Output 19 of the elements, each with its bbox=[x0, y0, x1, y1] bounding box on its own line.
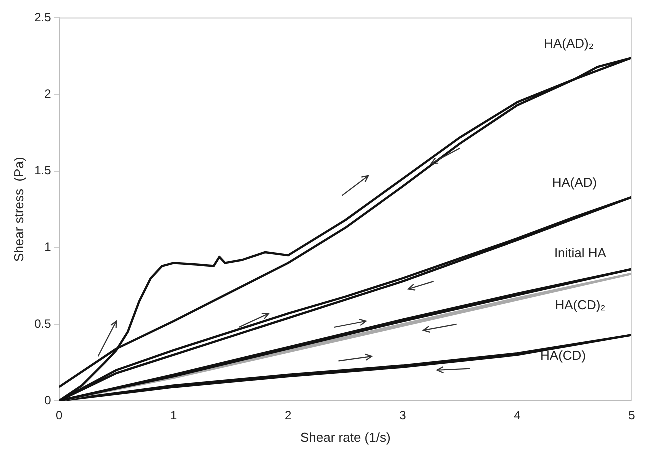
y-tick-label: 1 bbox=[44, 240, 52, 254]
x-axis-title: Shear rate (1/s) bbox=[300, 430, 391, 445]
x-tick-label: 3 bbox=[400, 408, 407, 423]
series-label: HA(AD) bbox=[552, 175, 598, 190]
x-tick-label: 4 bbox=[514, 408, 522, 423]
x-tick-label: 1 bbox=[170, 408, 178, 423]
series-label: HA(AD)₂ bbox=[544, 36, 594, 51]
series-label: Initial HA bbox=[554, 246, 607, 261]
x-tick-label: 2 bbox=[285, 408, 292, 423]
x-tick-label: 5 bbox=[628, 408, 636, 423]
series-label: HA(CD)₂ bbox=[555, 298, 606, 313]
y-tick-label: 0 bbox=[44, 393, 52, 408]
x-tick-label: 0 bbox=[56, 408, 63, 423]
y-axis-title: Shear stress (Pa) bbox=[11, 157, 26, 262]
series-label: HA(CD) bbox=[540, 348, 586, 364]
y-tick-label: 2 bbox=[44, 87, 52, 102]
y-tick-label: 2.5 bbox=[34, 10, 52, 25]
y-tick-label: 1.5 bbox=[34, 164, 52, 178]
y-tick-label: 0.5 bbox=[34, 316, 52, 331]
